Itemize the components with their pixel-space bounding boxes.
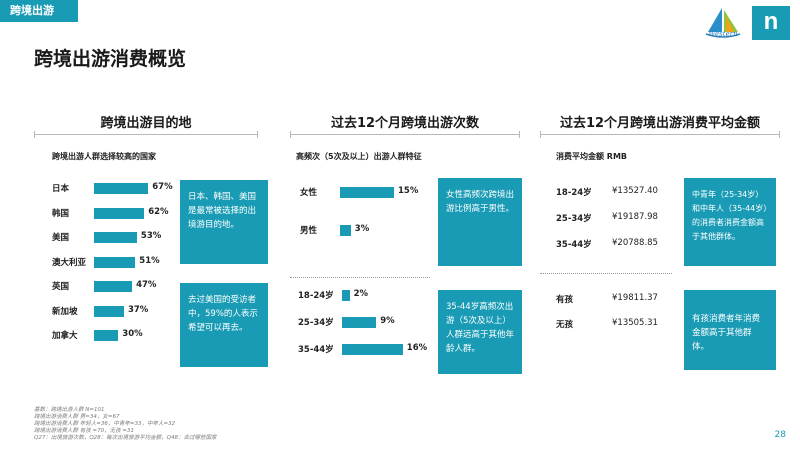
bar (94, 256, 136, 268)
footnote-line: 跨境出游消费人群 年轻人=36，中青年=33，中年人=32 (34, 421, 176, 427)
destination-note-1: 日本、韩国、美国是最常被选择的出境游目的地。 (180, 180, 268, 264)
spend-age-label: 18-24岁 (556, 188, 592, 198)
page-title: 跨境出游消费概览 (34, 48, 187, 70)
bar-category-label: 18-24岁 (298, 291, 334, 301)
spend-age-value: ¥19187.98 (612, 212, 658, 222)
footnote-line: 跨境出游消费人群 有孩 =70，无孩 =31 (34, 428, 134, 434)
bar (342, 344, 403, 355)
bar-category-label: 加拿大 (52, 331, 78, 341)
spending-note-1: 中青年（25-34岁）和中年人（35-44岁）的消费者消费金额高于其他群体。 (684, 178, 776, 266)
bar (94, 183, 149, 194)
bar (342, 290, 350, 301)
bar (94, 207, 145, 219)
frequency-note-2: 35-44岁高频次出游（5次及以上）人群远高于其他年龄人群。 (438, 290, 522, 374)
bar-value-label: 2% (353, 289, 369, 299)
bar-category-label: 女性 (300, 188, 318, 198)
destination-note-2: 去过美国的受访者中，59%的人表示希望可以再去。 (180, 283, 268, 367)
bar-value-label: 37% (127, 304, 149, 315)
destination-section-title: 跨境出游目的地 (100, 116, 192, 131)
spending-section-rule (540, 131, 780, 138)
bar-category-label: 35-44岁 (298, 345, 334, 355)
bar-category-label: 澳大利亚 (52, 257, 87, 268)
spend-child-label: 无孩 (556, 320, 574, 330)
bar-value-label: 15% (398, 186, 419, 196)
spending-subtitle: 消费平均金额 RMB (556, 152, 628, 161)
footnote-line: Q27：出境旅游次数，Q28：每次出境旅游平均金额，Q48：去过哪些国家 (34, 435, 217, 441)
brand-badge: n (752, 6, 790, 40)
spending-section-title: 过去12个月跨境出游消费平均金额 (559, 116, 761, 131)
footnotes: 基数：跨境出游人群 N=101 跨境出游消费人群 男=34，女=67 跨境出游消… (34, 407, 217, 442)
bar (340, 225, 351, 236)
spend-child-value: ¥13505.31 (612, 318, 658, 328)
footnote-line: 跨境出游消费人群 男=34，女=67 (34, 414, 120, 420)
bar (342, 317, 377, 328)
bar-category-label: 25-34岁 (298, 318, 334, 328)
spending-divider (540, 273, 672, 274)
spend-age-value: ¥13527.40 (612, 186, 658, 196)
page-number: 28 (774, 430, 786, 440)
bar-value-label: 47% (136, 280, 157, 290)
spending-note-2: 有孩消费者年消费金额高于其他群体。 (684, 290, 776, 370)
bar-value-label: 51% (139, 255, 160, 266)
destination-subtitle: 跨境出游人群选择较高的国家 (52, 152, 156, 161)
sailboat-logo-icon (705, 8, 741, 38)
bar-value-label: 16% (406, 343, 428, 353)
bar-value-label: 67% (152, 182, 173, 192)
bar-category-label: 男性 (300, 226, 318, 236)
spend-child-label: 有孩 (556, 295, 574, 305)
bar-value-label: 3% (354, 224, 370, 234)
bar-category-label: 韩国 (52, 208, 70, 219)
bar-category-label: 新加坡 (52, 306, 78, 317)
bar (94, 305, 124, 317)
frequency-section-rule (290, 131, 520, 138)
bar (340, 187, 394, 198)
bar-value-label: 62% (148, 206, 169, 217)
bar-value-label: 9% (380, 316, 395, 326)
spend-age-label: 25-34岁 (556, 214, 592, 224)
bar-category-label: 英国 (52, 282, 70, 292)
section-tag: 跨境出游 (0, 0, 78, 22)
bar-category-label: 美国 (52, 233, 70, 243)
bar-value-label: 53% (140, 231, 162, 241)
spend-age-value: ¥20788.85 (612, 238, 658, 248)
footnote-line: 基数：跨境出游人群 N=101 (34, 407, 105, 413)
frequency-note-1: 女性高频次跨境出游比例高于男性。 (438, 178, 522, 266)
bar (94, 232, 137, 243)
frequency-section-title: 过去12个月跨境出游次数 (330, 116, 480, 131)
frequency-divider (290, 277, 430, 278)
bar-value-label: 30% (122, 329, 143, 339)
bar (94, 330, 119, 341)
spend-age-label: 35-44岁 (556, 240, 592, 250)
spend-child-value: ¥19811.37 (612, 293, 658, 303)
logo-text: Western (708, 30, 738, 38)
frequency-subtitle: 高频次（5次及以上）出游人群特征 (296, 152, 422, 161)
bar-category-label: 日本 (52, 184, 70, 194)
bar (94, 281, 133, 292)
destination-section-rule (34, 131, 258, 138)
